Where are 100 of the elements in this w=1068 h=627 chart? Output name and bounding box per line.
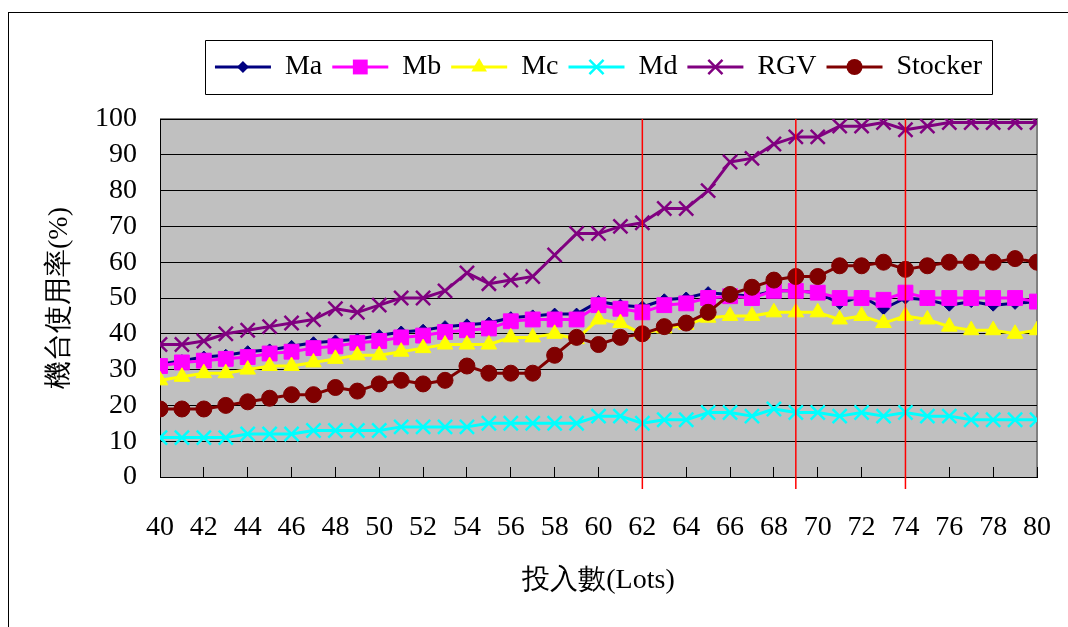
point (480, 364, 498, 382)
y-tick-label: 20 (109, 387, 137, 419)
point (568, 414, 585, 432)
point (962, 253, 980, 271)
point (480, 414, 498, 432)
y-axis-title: 機台使用率(%) (42, 207, 74, 389)
point (261, 425, 278, 443)
point (1006, 411, 1024, 429)
point (765, 271, 783, 289)
point (414, 418, 432, 436)
point (699, 182, 717, 199)
point (261, 318, 278, 335)
point (239, 349, 256, 365)
point (195, 332, 213, 350)
point (261, 356, 278, 372)
point (612, 218, 629, 235)
point (414, 375, 432, 393)
point (918, 257, 936, 275)
point (370, 296, 388, 314)
point (743, 150, 761, 167)
point (392, 371, 410, 389)
point (326, 379, 344, 396)
point (765, 135, 783, 153)
point (984, 411, 1002, 429)
point (568, 225, 585, 242)
point (831, 407, 848, 425)
x-tick-label: 52 (409, 510, 438, 542)
y-tick-label: 50 (109, 280, 137, 312)
point (634, 304, 651, 321)
point (480, 275, 498, 292)
point (349, 304, 366, 321)
point (305, 340, 322, 357)
point (173, 400, 191, 418)
x-tick-label: 66 (716, 510, 745, 542)
point (721, 404, 739, 421)
point (305, 422, 322, 439)
point (370, 422, 388, 439)
point (502, 271, 520, 289)
point (414, 289, 432, 307)
point (655, 200, 673, 217)
point (633, 325, 651, 343)
point (436, 371, 454, 389)
point (502, 414, 520, 432)
point (371, 333, 388, 349)
point (1007, 290, 1023, 306)
point (612, 300, 629, 317)
y-tick-label: 80 (109, 172, 137, 204)
point (195, 400, 213, 418)
point (392, 418, 410, 436)
point (239, 360, 256, 375)
x-tick-label: 46 (277, 510, 306, 542)
x-tick-label: 68 (759, 510, 788, 542)
x-tick-label: 70 (803, 510, 832, 542)
x-tick-label: 54 (452, 510, 481, 542)
legend-label: Mb (402, 49, 442, 81)
point (875, 407, 892, 425)
point (678, 295, 695, 312)
point (546, 414, 563, 432)
point (546, 246, 563, 264)
point (941, 290, 958, 306)
point (283, 425, 300, 443)
y-tick-label: 90 (109, 137, 137, 169)
point (940, 407, 958, 425)
point (677, 200, 695, 217)
point (655, 411, 673, 429)
point (480, 320, 497, 337)
point (940, 253, 958, 271)
point (283, 386, 301, 404)
legend-label: Ma (284, 49, 323, 81)
x-tick-label: 60 (584, 510, 613, 542)
point (853, 404, 870, 421)
x-tick-label: 42 (189, 510, 218, 542)
point (437, 324, 453, 340)
point (261, 345, 278, 362)
x-tick-label: 56 (496, 510, 525, 542)
point (611, 328, 629, 346)
x-tick-label: 40 (146, 510, 174, 542)
y-tick-label: 70 (109, 208, 137, 240)
point (524, 311, 541, 328)
point (502, 364, 520, 382)
point (985, 290, 1002, 306)
y-tick-label: 40 (109, 316, 137, 348)
point (765, 400, 783, 418)
point (370, 375, 388, 393)
point (217, 350, 234, 367)
point (327, 422, 344, 439)
point (524, 268, 542, 285)
point (546, 346, 564, 364)
point (239, 393, 257, 411)
point (436, 418, 454, 436)
x-tick-label: 62 (628, 510, 657, 542)
point (677, 411, 695, 429)
point (502, 313, 519, 330)
point (809, 268, 827, 286)
point (634, 414, 651, 432)
point (458, 335, 476, 350)
point (721, 153, 739, 171)
point (831, 119, 848, 135)
point (919, 119, 936, 135)
point (809, 404, 827, 421)
